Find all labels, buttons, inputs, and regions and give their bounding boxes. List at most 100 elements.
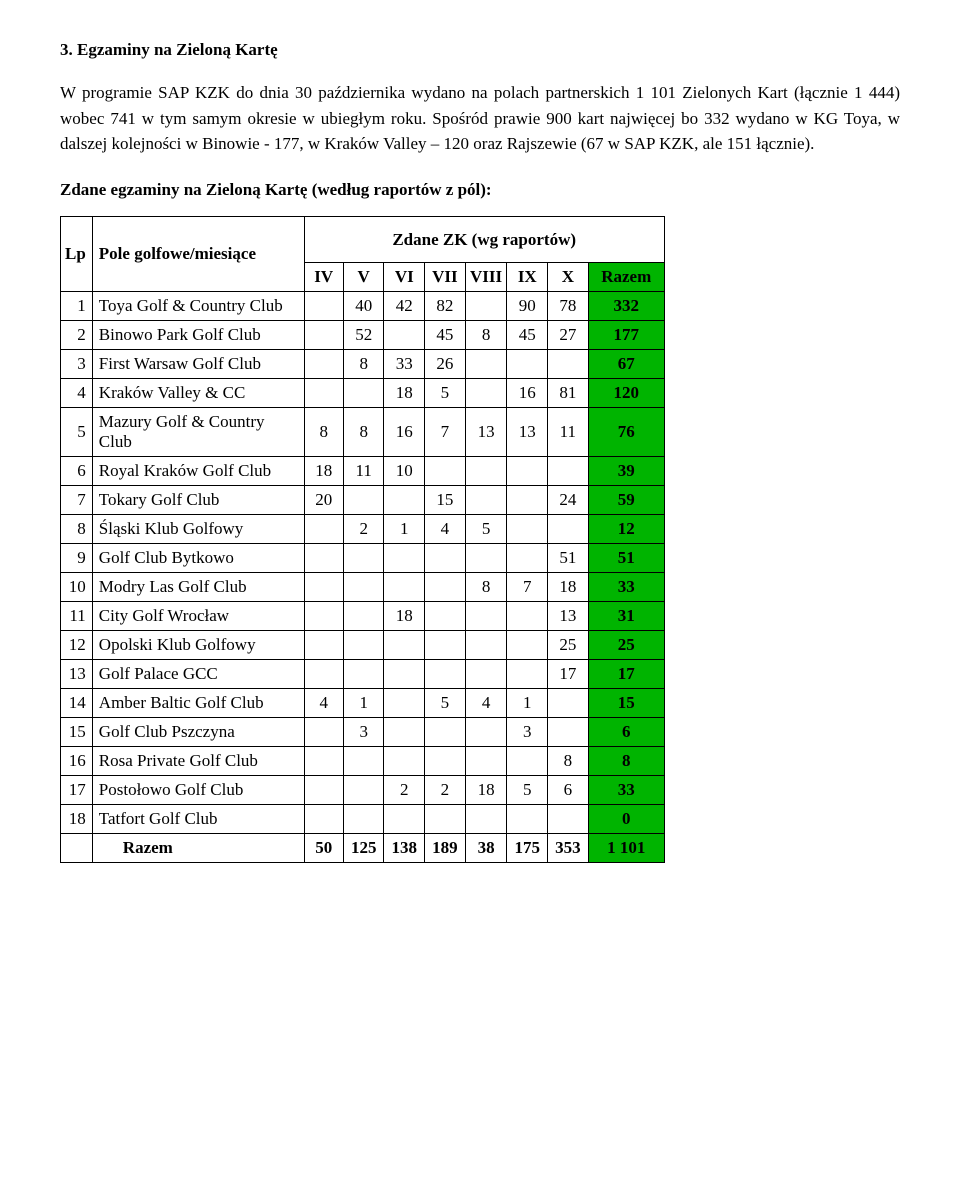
cell-value [465,660,507,689]
cell-value: 25 [548,631,589,660]
cell-value [384,805,425,834]
cell-value [507,805,548,834]
cell-value [343,602,384,631]
cell-value [507,631,548,660]
cell-value: 1 [384,515,425,544]
cell-value: 18 [548,573,589,602]
cell-value [304,379,343,408]
cell-value [548,515,589,544]
cell-value [548,718,589,747]
cell-value [425,718,466,747]
cell-value [343,631,384,660]
cell-value [507,602,548,631]
cell-value [384,660,425,689]
cell-value: 26 [425,350,466,379]
cell-value [507,544,548,573]
cell-value [384,321,425,350]
cell-value [343,805,384,834]
cell-total: 76 [588,408,664,457]
cell-value: 17 [548,660,589,689]
cell-value [384,486,425,515]
cell-total: 33 [588,776,664,805]
cell-value: 5 [465,515,507,544]
cell-value [425,573,466,602]
cell-name: Amber Baltic Golf Club [92,689,304,718]
cell-value [465,544,507,573]
cell-value: 2 [425,776,466,805]
cell-value [507,660,548,689]
cell-name: Razem [92,834,304,863]
cell-value [304,776,343,805]
table-row: 16Rosa Private Golf Club88 [61,747,665,776]
cell-total: 25 [588,631,664,660]
cell-value [384,718,425,747]
intro-paragraph: W programie SAP KZK do dnia 30 październ… [60,80,900,157]
cell-total: 0 [588,805,664,834]
cell-total: 120 [588,379,664,408]
cell-value: 8 [465,573,507,602]
cell-name: Binowo Park Golf Club [92,321,304,350]
cell-value [548,689,589,718]
cell-value [425,660,466,689]
cell-value [304,350,343,379]
cell-name: Tatfort Golf Club [92,805,304,834]
cell-value: 7 [507,573,548,602]
cell-total: 12 [588,515,664,544]
cell-value [425,805,466,834]
cell-value: 4 [465,689,507,718]
cell-value: 4 [425,515,466,544]
col-header-month: IV [304,263,343,292]
cell-value [465,718,507,747]
exam-results-table: Lp Pole golfowe/miesiące Zdane ZK (wg ra… [60,216,665,863]
col-header-month: VII [425,263,466,292]
cell-value [507,486,548,515]
cell-value [548,350,589,379]
cell-lp: 7 [61,486,93,515]
cell-value: 78 [548,292,589,321]
cell-lp: 12 [61,631,93,660]
cell-name: Golf Palace GCC [92,660,304,689]
cell-lp: 13 [61,660,93,689]
cell-value [304,718,343,747]
cell-total: 6 [588,718,664,747]
cell-value: 33 [384,350,425,379]
cell-value: 189 [425,834,466,863]
cell-value: 8 [343,408,384,457]
cell-value [384,573,425,602]
cell-name: Modry Las Golf Club [92,573,304,602]
table-row: 6Royal Kraków Golf Club18111039 [61,457,665,486]
cell-value [343,544,384,573]
cell-value [384,631,425,660]
cell-value [465,747,507,776]
cell-value [304,805,343,834]
cell-lp: 10 [61,573,93,602]
cell-value [343,573,384,602]
cell-lp: 9 [61,544,93,573]
cell-value: 16 [384,408,425,457]
section-heading: 3. Egzaminy na Zieloną Kartę [60,40,900,60]
cell-lp: 15 [61,718,93,747]
cell-value: 18 [384,602,425,631]
cell-value [465,805,507,834]
cell-value: 4 [304,689,343,718]
col-header-lp: Lp [61,217,93,292]
table-subheading: Zdane egzaminy na Zieloną Kartę (według … [60,177,900,203]
col-header-razem: Razem [588,263,664,292]
cell-value [548,457,589,486]
col-header-month: IX [507,263,548,292]
cell-value: 2 [384,776,425,805]
cell-value: 18 [384,379,425,408]
cell-value [465,457,507,486]
cell-value: 8 [465,321,507,350]
cell-value: 13 [465,408,507,457]
cell-value: 40 [343,292,384,321]
cell-lp: 11 [61,602,93,631]
cell-value: 2 [343,515,384,544]
cell-value [465,379,507,408]
cell-value: 13 [548,602,589,631]
cell-value: 24 [548,486,589,515]
table-row: 12Opolski Klub Golfowy2525 [61,631,665,660]
cell-total: 39 [588,457,664,486]
cell-value [343,486,384,515]
cell-total: 1 101 [588,834,664,863]
